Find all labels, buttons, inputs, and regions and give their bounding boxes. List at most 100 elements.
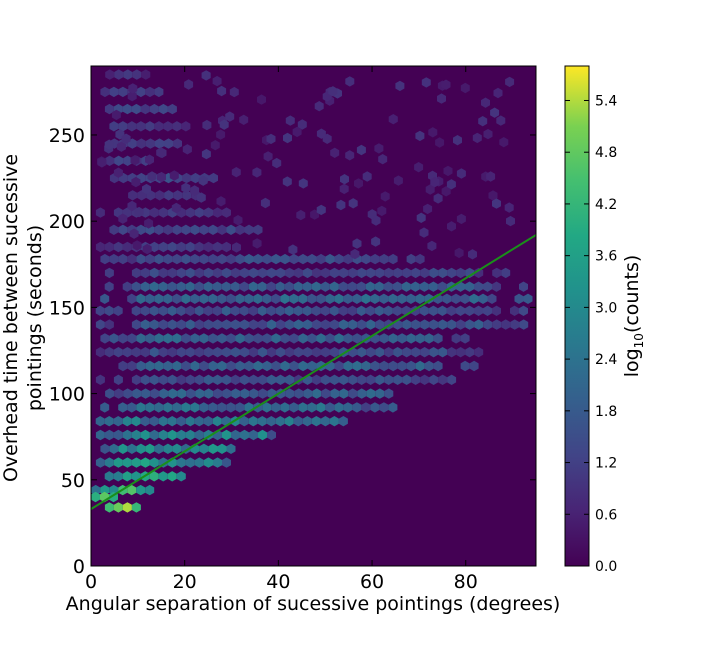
hex-cell [217, 253, 227, 265]
hex-cell [374, 305, 384, 316]
hex-cell [262, 253, 272, 265]
hex-cell [136, 253, 146, 265]
hex-cell [460, 333, 470, 344]
hex-cell [257, 281, 267, 292]
hex-cell [311, 416, 321, 427]
hex-cell [164, 190, 174, 201]
hex-cell [122, 347, 132, 358]
hex-cell [352, 360, 362, 372]
hex-cell [406, 360, 416, 372]
hex-cell [149, 374, 159, 385]
hex-cell [263, 151, 273, 162]
plot-background [91, 66, 536, 566]
hex-cell [367, 209, 377, 220]
hex-cell [406, 293, 416, 304]
hex-cell [272, 157, 282, 169]
hex-cell [95, 429, 105, 441]
hex-cell [176, 347, 186, 358]
hex-cell [352, 238, 362, 249]
hex-cell [402, 267, 412, 279]
hex-cell [501, 319, 511, 330]
hex-cell [122, 502, 132, 513]
hex-cell [510, 319, 520, 330]
hex-cell [172, 360, 182, 372]
hex-cell [474, 305, 483, 316]
hex-cell [109, 253, 119, 265]
hex-cell [190, 293, 200, 304]
hex-cell [388, 360, 398, 372]
hex-cell [194, 347, 204, 358]
hex-cell [230, 305, 240, 316]
hex-cell [447, 319, 457, 330]
hex-cell [177, 388, 187, 399]
hex-cell [194, 457, 204, 468]
hex-cell [384, 347, 394, 358]
hex-cell [298, 293, 308, 304]
hex-cell [201, 148, 211, 160]
hex-cell [284, 305, 294, 316]
hex-cell [402, 319, 412, 330]
hex-cell [320, 281, 330, 292]
hex-cell [158, 267, 168, 279]
hex-cell [402, 347, 412, 358]
hex-cell [123, 155, 133, 166]
hex-cell [424, 333, 434, 344]
hex-cell [185, 347, 195, 358]
hex-cell [123, 388, 133, 399]
hex-cell [330, 267, 339, 279]
hex-cell [303, 347, 312, 358]
hex-cell [199, 360, 209, 372]
hex-cell [375, 388, 385, 399]
hex-cell [284, 416, 294, 427]
hex-cell [307, 333, 317, 344]
hex-cell [104, 429, 114, 441]
hex-cell [446, 179, 456, 190]
hex-cell [334, 253, 344, 265]
hex-cell [104, 281, 114, 292]
y-tick-label: 150 [49, 297, 85, 319]
hex-cell [393, 347, 403, 358]
hex-cell [213, 267, 222, 279]
hex-cell [244, 333, 254, 344]
hex-cell [104, 103, 114, 115]
hex-cell [181, 293, 191, 304]
hex-cell [185, 374, 195, 385]
hex-cell [163, 443, 173, 454]
y-tick-label: 50 [61, 470, 85, 492]
hex-cell [388, 293, 398, 304]
hex-cell [222, 267, 231, 279]
hex-cell [334, 402, 344, 413]
hex-cell [338, 416, 348, 427]
hex-cell [421, 77, 431, 88]
hex-cell [167, 319, 177, 330]
hex-cell [312, 267, 321, 279]
hex-cell [334, 360, 344, 372]
hex-cell [222, 241, 231, 253]
hex-cell [406, 333, 416, 344]
hex-cell [420, 374, 430, 385]
hex-cell [262, 333, 272, 344]
hex-cell [474, 347, 484, 358]
hex-cell [307, 402, 317, 413]
hex-cell [213, 347, 222, 358]
hex-cell [221, 305, 231, 316]
hex-cell [240, 267, 249, 279]
hex-cell [109, 86, 119, 98]
hex-cell [330, 388, 340, 399]
hex-cell [95, 374, 105, 385]
hex-cell [316, 293, 326, 304]
colorbar-tick-label: 0.0 [595, 559, 617, 575]
hex-cell [303, 388, 313, 399]
hex-cell [258, 319, 267, 330]
hex-cell [194, 281, 204, 292]
hex-cell [433, 193, 443, 204]
hex-cell [454, 247, 464, 259]
hex-cell [370, 253, 380, 265]
hex-cell [158, 207, 168, 218]
hex-cell [298, 333, 308, 344]
hex-cell [379, 333, 389, 344]
hex-cell [127, 200, 137, 212]
hex-cell [208, 360, 218, 372]
hex-cell [297, 119, 307, 130]
hex-cell [127, 443, 137, 454]
